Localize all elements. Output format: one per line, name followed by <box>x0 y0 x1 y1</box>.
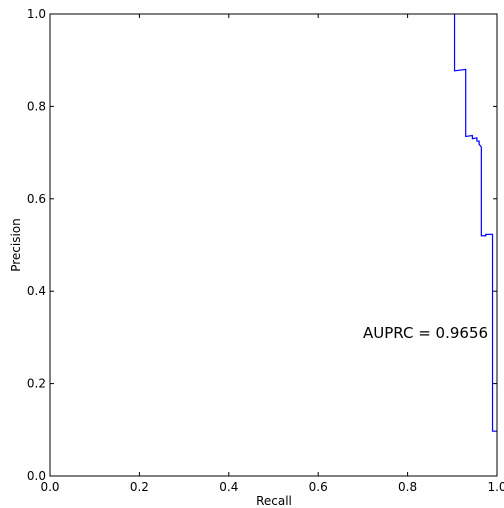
plot-area <box>49 13 498 477</box>
x-tick-label: 0.0 <box>40 480 59 494</box>
y-tick-label: 0.8 <box>27 99 46 113</box>
auprc-annotation: AUPRC = 0.9656 <box>363 324 488 342</box>
series-line-0 <box>453 14 497 432</box>
x-axis-label: Recall <box>256 494 292 508</box>
x-tick-label: 0.6 <box>309 480 328 494</box>
x-tick-label: 0.2 <box>130 480 149 494</box>
y-tick-label: 0.6 <box>27 192 46 206</box>
x-tick-label: 0.4 <box>219 480 238 494</box>
x-tick-label: 0.8 <box>398 480 417 494</box>
y-tick-label: 0.2 <box>27 377 46 391</box>
y-tick-label: 0.0 <box>27 469 46 483</box>
axis-ticks: 0.0 0.2 0.4 0.6 0.8 1.0 0.0 0.2 0.4 0.6 0.8 1.0 <box>27 7 504 494</box>
y-axis-label: Precision <box>9 218 23 272</box>
y-tick-label: 1.0 <box>27 7 46 21</box>
y-tick-label: 0.4 <box>27 284 46 298</box>
plot-frame <box>49 13 498 477</box>
x-tick-label: 1.0 <box>487 480 504 494</box>
